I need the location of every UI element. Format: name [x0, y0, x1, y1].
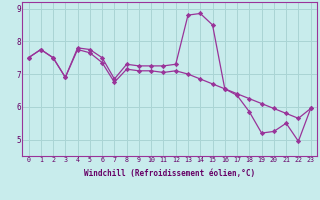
X-axis label: Windchill (Refroidissement éolien,°C): Windchill (Refroidissement éolien,°C) [84, 169, 255, 178]
